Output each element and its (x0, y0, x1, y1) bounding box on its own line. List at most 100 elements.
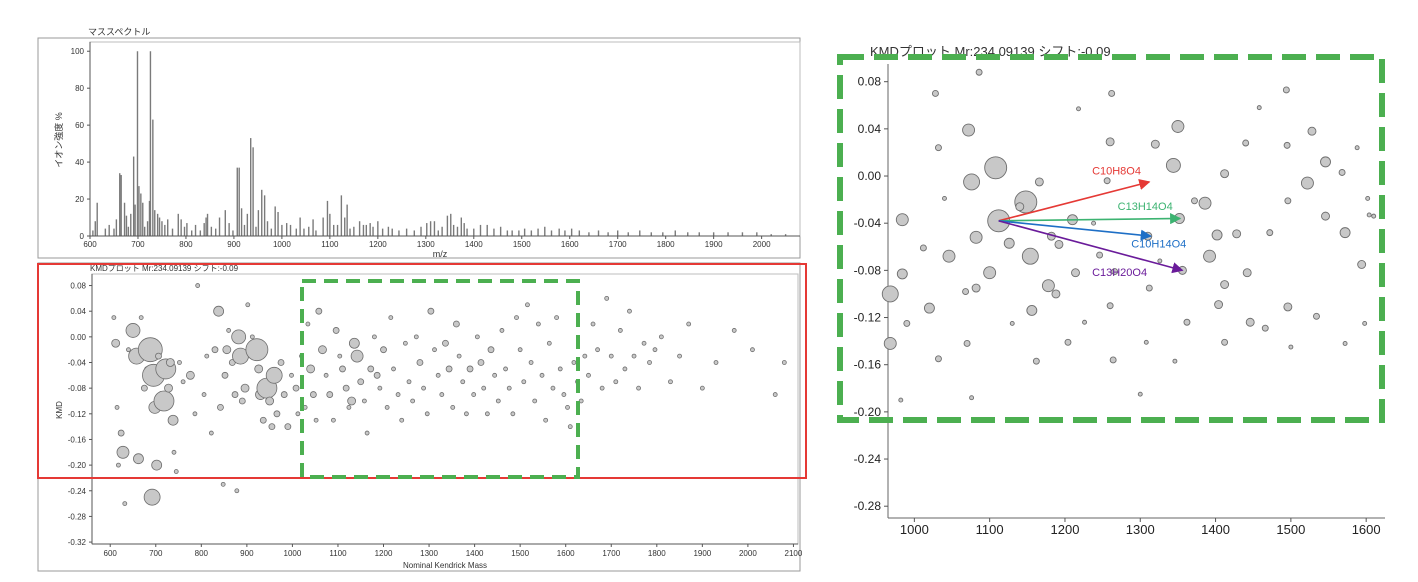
spectrum-x-tick-label: 900 (227, 240, 241, 249)
kmd-point (658, 334, 664, 340)
kmd-point (464, 411, 469, 417)
zoom-point (1111, 268, 1119, 275)
zoom-point (1232, 229, 1242, 239)
kmd-point (292, 384, 300, 392)
zoom-point (935, 144, 942, 152)
kmd-point (686, 321, 692, 327)
kmd-point (517, 347, 523, 353)
zoom-point (1034, 177, 1044, 187)
kmd-point (318, 345, 327, 355)
zoom-point (923, 302, 935, 314)
kmd-point (384, 404, 390, 410)
zoom-point (1307, 126, 1317, 136)
kmd-point (608, 353, 614, 359)
kmd-point (495, 398, 501, 404)
kmd-point (413, 334, 419, 340)
zoom-x-tick-label: 1000 (900, 522, 929, 537)
zoom-x-tick-label: 1100 (976, 522, 1004, 537)
kmd-point (177, 360, 182, 365)
kmd-point (350, 349, 364, 363)
kmd-point (772, 392, 778, 397)
kmd-point (543, 417, 549, 423)
zoom-y-tick-label: -0.28 (854, 499, 882, 513)
arrow-C13H20O4 (998, 220, 1184, 274)
zoom-point (1054, 239, 1064, 249)
kmd-point (636, 385, 641, 391)
spectrum-y-tick-label: 0 (80, 232, 85, 241)
zoom-point (1198, 196, 1212, 210)
kmd-point (750, 347, 755, 353)
zoom-point (1051, 289, 1061, 299)
zoom-point (1009, 320, 1015, 326)
kmd-x-tick-label: 1000 (284, 549, 302, 558)
kmd-point (487, 346, 495, 354)
kmd-plot-title: KMDプロット Mr:234.09139 シフト:-0.09 (90, 264, 239, 273)
spectrum-y-tick-label: 40 (75, 158, 84, 167)
kmd-point (388, 315, 394, 321)
zoom-point (1145, 284, 1153, 292)
zoom-point (1137, 391, 1143, 397)
zoom-point (1354, 145, 1360, 151)
zoom-point (883, 337, 897, 350)
zoom-point (1283, 141, 1291, 149)
kmd-point (122, 501, 128, 506)
kmd-point (713, 360, 719, 365)
kmd-point (535, 321, 541, 327)
kmd-point (273, 410, 281, 418)
kmd-point (586, 372, 591, 378)
kmd-y-tick-label: -0.20 (68, 461, 87, 470)
zoom-point (1143, 339, 1149, 345)
kmd-point (143, 488, 161, 506)
kmd-plot-ylabel: KMD (55, 401, 64, 419)
kmd-point (677, 353, 682, 359)
kmd-point (492, 372, 498, 378)
kmd-point (471, 392, 477, 397)
kmd-point (373, 371, 381, 379)
spectrum-y-tick-label: 60 (75, 121, 84, 130)
zoom-point (1338, 169, 1346, 176)
mass-spectrum-axes: 600 700 800 900 1000 1100 1200 1300 1400 1500 1600… (71, 42, 800, 249)
kmd-point (510, 411, 516, 417)
kmd-point (377, 385, 383, 391)
kmd-point (111, 338, 121, 348)
zoom-point (1091, 220, 1097, 226)
zoom-point (1221, 338, 1229, 346)
zoom-point (1366, 212, 1372, 218)
kmd-x-tick-label: 800 (195, 549, 209, 558)
zoom-point (896, 268, 908, 280)
zoom-point (1313, 312, 1320, 320)
spectrum-x-tick-label: 700 (131, 240, 145, 249)
kmd-point (331, 417, 336, 423)
zoom-x-tick-label: 1400 (1201, 522, 1230, 537)
mass-spectrum-panel: マススペクトル 600 700 800 900 1000 1100 1200 1300 1400… (37, 27, 801, 259)
kmd-y-tick-label: -0.12 (68, 410, 87, 419)
kmd-point (268, 423, 276, 431)
kmd-point (125, 323, 141, 338)
kmd-point (221, 371, 229, 379)
kmd-y-tick-label: -0.28 (68, 512, 87, 521)
kmd-point (111, 315, 117, 321)
kmd-y-tick-label: -0.16 (68, 435, 87, 444)
zoom-point (1245, 317, 1255, 327)
arrow-label-C10H8O4: C10H8O4 (1092, 165, 1141, 177)
zoom-point (1103, 177, 1111, 185)
kmd-point (371, 334, 377, 340)
zoom-point (969, 230, 983, 244)
kmd-point (231, 391, 239, 398)
kmd-point (295, 411, 301, 417)
kmd-point (521, 379, 527, 385)
zoom-point (1108, 90, 1116, 97)
kmd-point (604, 295, 610, 301)
kmd-point (395, 392, 401, 397)
kmd-y-tick-label: 0.00 (70, 333, 86, 342)
kmd-point (503, 366, 508, 372)
kmd-x-tick-label: 1600 (557, 549, 575, 558)
spectrum-y-tick-label: 80 (75, 84, 84, 93)
kmd-point (326, 391, 334, 398)
zoom-point (1214, 300, 1224, 310)
zoom-point (903, 319, 911, 327)
kmd-plot-axes: 600 700 800 900 1000 1100 1200 1300 1400 1500 1600… (68, 274, 803, 558)
kmd-point (554, 315, 559, 321)
kmd-x-tick-label: 900 (240, 549, 254, 558)
